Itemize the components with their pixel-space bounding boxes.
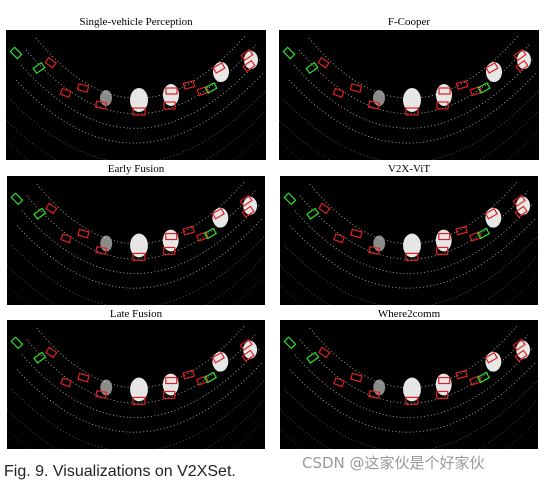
panel-title: Where2comm: [378, 308, 441, 320]
watermark: CSDN @这家伙是个好家伙: [302, 454, 485, 472]
point-cloud-panel: [6, 320, 266, 449]
panel-title: V2X-ViT: [388, 163, 430, 175]
caption: Fig. 9. Visualizations on V2XSet.: [4, 463, 236, 480]
panel-title: F-Cooper: [388, 16, 431, 28]
panel-title: Early Fusion: [108, 163, 165, 175]
panel-title: Late Fusion: [110, 308, 163, 320]
panel-title: Single-vehicle Perception: [79, 16, 193, 28]
